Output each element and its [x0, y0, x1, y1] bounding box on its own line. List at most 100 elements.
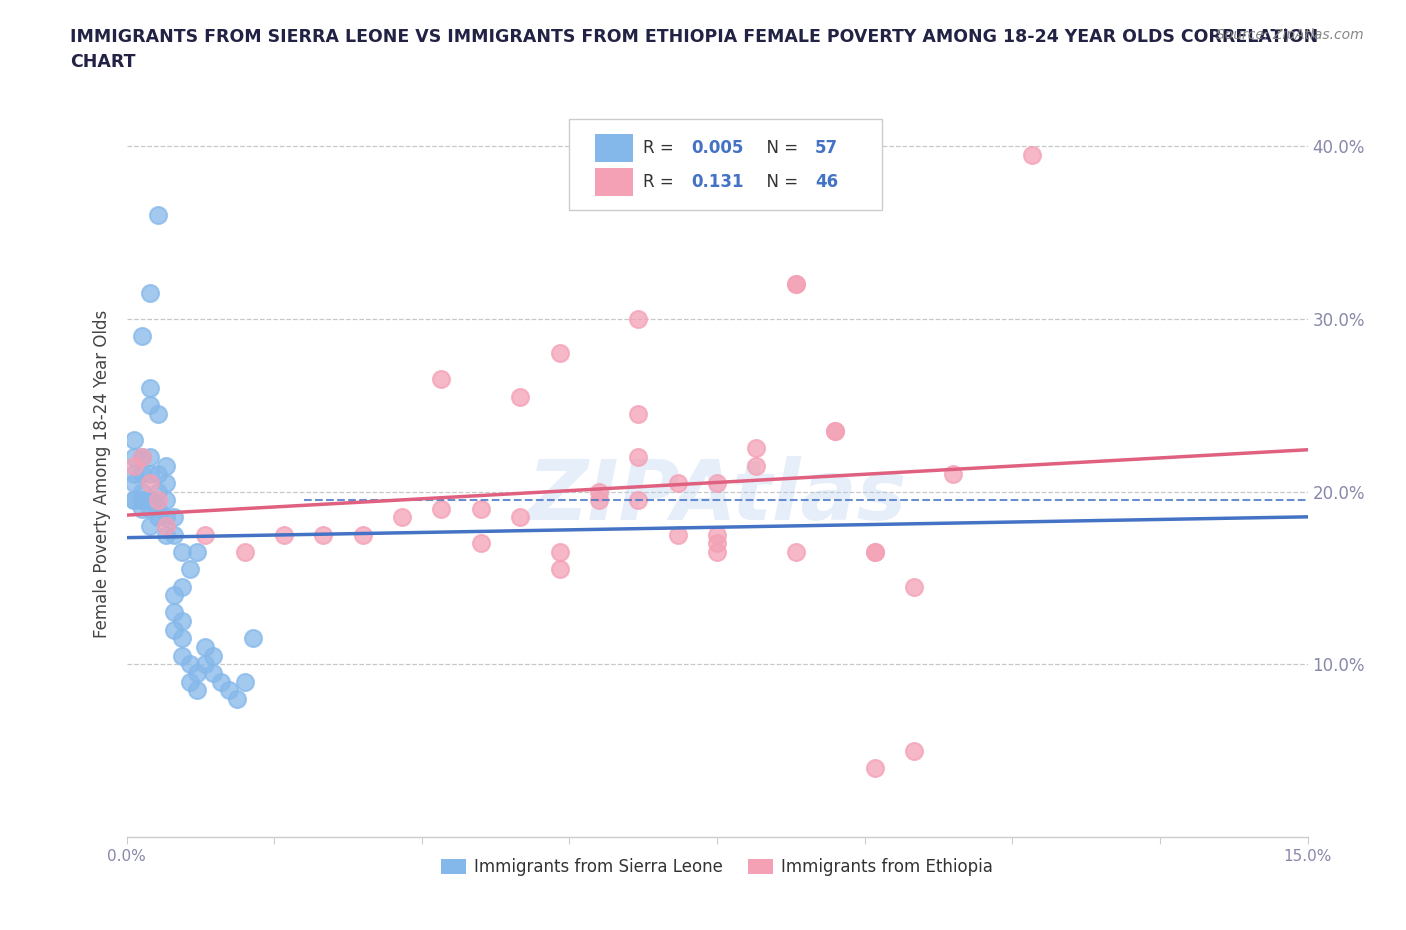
Point — [146, 510, 169, 525]
Point — [179, 562, 201, 577]
Point — [209, 674, 232, 689]
Point — [627, 493, 650, 508]
Point — [903, 579, 925, 594]
Y-axis label: Female Poverty Among 18-24 Year Olds: Female Poverty Among 18-24 Year Olds — [93, 311, 111, 638]
Point — [233, 545, 256, 560]
Point — [430, 372, 453, 387]
Point — [131, 485, 153, 499]
Point — [131, 493, 153, 508]
Point — [170, 648, 193, 663]
Point — [170, 614, 193, 629]
Point — [785, 277, 807, 292]
Text: 0.005: 0.005 — [692, 139, 744, 157]
Point — [509, 510, 531, 525]
Point — [706, 527, 728, 542]
Point — [139, 398, 162, 413]
Point — [824, 424, 846, 439]
Text: IMMIGRANTS FROM SIERRA LEONE VS IMMIGRANTS FROM ETHIOPIA FEMALE POVERTY AMONG 18: IMMIGRANTS FROM SIERRA LEONE VS IMMIGRAN… — [70, 28, 1319, 71]
Text: N =: N = — [756, 139, 803, 157]
Point — [146, 406, 169, 421]
Point — [666, 475, 689, 490]
Point — [186, 545, 208, 560]
Text: Source: ZipAtlas.com: Source: ZipAtlas.com — [1216, 28, 1364, 42]
Text: R =: R = — [643, 139, 679, 157]
Point — [179, 674, 201, 689]
Point — [548, 562, 571, 577]
Point — [163, 588, 186, 603]
Point — [124, 493, 146, 508]
Point — [155, 519, 177, 534]
Point — [146, 485, 169, 499]
Point — [155, 493, 177, 508]
FancyBboxPatch shape — [595, 134, 633, 162]
Point — [627, 406, 650, 421]
Point — [430, 501, 453, 516]
Point — [124, 475, 146, 490]
Legend: Immigrants from Sierra Leone, Immigrants from Ethiopia: Immigrants from Sierra Leone, Immigrants… — [434, 852, 1000, 883]
Point — [391, 510, 413, 525]
Point — [139, 380, 162, 395]
Point — [155, 475, 177, 490]
Point — [706, 475, 728, 490]
Point — [163, 527, 186, 542]
Point — [273, 527, 295, 542]
Point — [186, 683, 208, 698]
Point — [124, 449, 146, 464]
Point — [131, 328, 153, 343]
Point — [942, 467, 965, 482]
Text: ZIPAtlas: ZIPAtlas — [527, 456, 907, 537]
Point — [155, 527, 177, 542]
FancyBboxPatch shape — [569, 119, 883, 209]
Point — [824, 424, 846, 439]
Point — [706, 536, 728, 551]
Point — [139, 501, 162, 516]
Point — [146, 467, 169, 482]
Point — [131, 501, 153, 516]
Point — [139, 493, 162, 508]
Point — [124, 493, 146, 508]
Point — [745, 458, 768, 473]
Point — [124, 467, 146, 482]
Point — [903, 743, 925, 758]
Point — [588, 493, 610, 508]
Point — [146, 493, 169, 508]
Point — [785, 277, 807, 292]
Point — [745, 441, 768, 456]
Point — [202, 648, 225, 663]
Point — [352, 527, 374, 542]
Point — [163, 605, 186, 620]
Point — [131, 449, 153, 464]
Point — [242, 631, 264, 645]
Point — [627, 449, 650, 464]
Point — [194, 657, 217, 671]
Point — [666, 527, 689, 542]
Point — [131, 467, 153, 482]
Point — [139, 449, 162, 464]
Point — [179, 657, 201, 671]
Point — [706, 545, 728, 560]
Point — [131, 493, 153, 508]
Point — [186, 666, 208, 681]
Point — [170, 631, 193, 645]
Point — [218, 683, 240, 698]
Point — [627, 312, 650, 326]
Point — [170, 545, 193, 560]
Point — [863, 545, 886, 560]
Point — [131, 449, 153, 464]
Text: 46: 46 — [815, 173, 838, 191]
Point — [155, 458, 177, 473]
Point — [155, 510, 177, 525]
Point — [124, 458, 146, 473]
Point — [124, 432, 146, 447]
Point — [785, 545, 807, 560]
Point — [139, 467, 162, 482]
Point — [863, 761, 886, 776]
Point — [470, 501, 492, 516]
Point — [146, 501, 169, 516]
Point — [163, 622, 186, 637]
Point — [139, 475, 162, 490]
Point — [194, 640, 217, 655]
Point — [163, 510, 186, 525]
Point — [170, 579, 193, 594]
Point — [588, 485, 610, 499]
